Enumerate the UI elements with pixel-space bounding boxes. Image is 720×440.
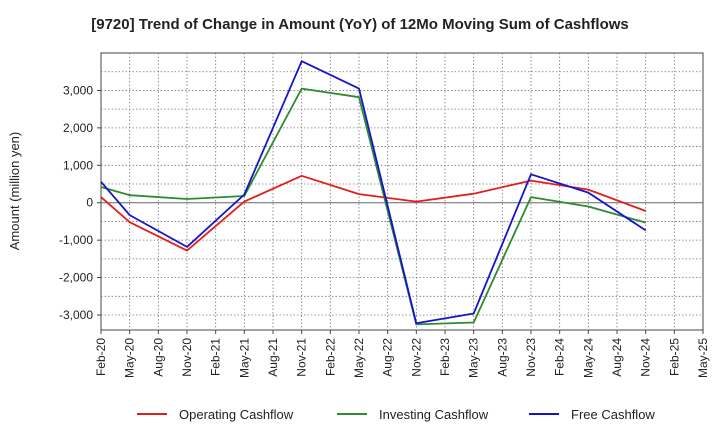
x-tick-label: Aug-20 (151, 338, 165, 377)
x-tick-label: Feb-21 (209, 338, 223, 376)
series-line-free-cashflow (100, 60, 647, 325)
x-tick-label: Aug-23 (495, 338, 509, 377)
x-tick-label: Aug-24 (610, 338, 624, 377)
x-tick-label: Nov-24 (639, 338, 653, 377)
x-tick-label: May-25 (696, 338, 710, 378)
x-tick-label: Feb-20 (94, 338, 108, 376)
grid (101, 53, 703, 330)
legend: Operating Cashflow Investing Cashflow Free… (137, 407, 655, 422)
y-tick-label: -1,000 (59, 233, 93, 247)
series-line-operating-cashflow (100, 174, 647, 252)
chart-title: [9720] Trend of Change in Amount (YoY) o… (91, 16, 629, 33)
y-tick-label: -2,000 (59, 271, 93, 285)
series-line-investing-cashflow (100, 87, 646, 326)
x-tick-label: Feb-22 (323, 338, 337, 376)
x-tick-label: Aug-22 (381, 338, 395, 377)
y-tick-label: 3,000 (63, 83, 93, 97)
x-tick-label: May-24 (581, 338, 595, 378)
x-tick-label: May-20 (123, 338, 137, 378)
x-tick-label: May-23 (467, 338, 481, 378)
y-tick-label: 0 (86, 196, 93, 210)
x-tick-label: Feb-23 (438, 338, 452, 376)
x-axis-ticks: Feb-20 May-20 Aug-20 Nov-20 Feb-21 May-21 Aug-… (94, 330, 710, 378)
y-tick-label: -3,000 (59, 308, 93, 322)
x-tick-label: Aug-21 (266, 338, 280, 377)
legend-label-free-cashflow: Free Cashflow (571, 407, 655, 422)
x-tick-label: May-22 (352, 338, 366, 378)
y-tick-label: 2,000 (63, 121, 93, 135)
x-tick-label: Feb-24 (553, 338, 567, 376)
x-tick-label: Nov-23 (524, 338, 538, 377)
legend-label-operating-cashflow: Operating Cashflow (179, 407, 294, 422)
x-tick-label: Nov-21 (295, 338, 309, 377)
x-tick-label: Nov-20 (180, 338, 194, 377)
x-tick-label: Feb-25 (667, 338, 681, 376)
x-tick-label: May-21 (237, 338, 251, 378)
series-lines (100, 60, 647, 326)
legend-label-investing-cashflow: Investing Cashflow (379, 407, 489, 422)
y-axis-label: Amount (million yen) (7, 132, 22, 251)
x-tick-label: Nov-22 (409, 338, 423, 377)
y-tick-label: 1,000 (63, 158, 93, 172)
y-axis-ticks: -3,000 -2,000 -1,000 0 1,000 2,000 3,000 (59, 83, 101, 322)
plot-area (100, 52, 704, 331)
